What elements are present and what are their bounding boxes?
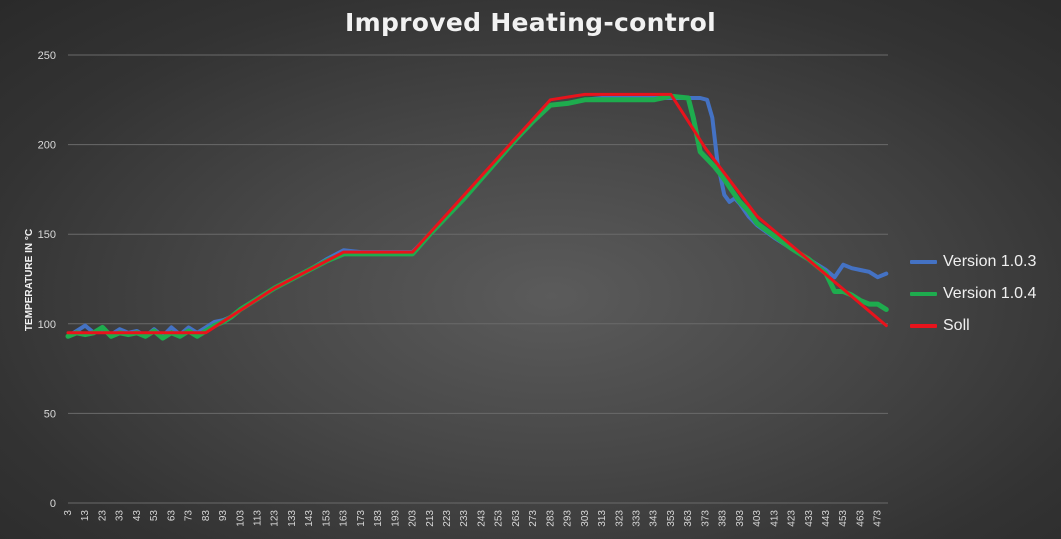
y-tick-label: 150 — [38, 229, 56, 241]
x-tick-label: 203 — [408, 510, 419, 527]
x-tick-label: 133 — [287, 510, 298, 527]
series-line-soll — [66, 92, 888, 335]
x-tick-label: 283 — [545, 510, 556, 527]
x-tick-label: 143 — [304, 510, 315, 527]
legend: Version 1.0.3 Version 1.0.4 Soll — [910, 246, 1036, 342]
x-tick-label: 433 — [804, 510, 815, 527]
legend-swatch — [910, 292, 937, 296]
x-tick-label: 353 — [666, 510, 677, 527]
legend-item-soll: Soll — [910, 310, 1036, 342]
x-tick-label: 43 — [132, 510, 143, 522]
legend-item-version-1-0-4: Version 1.0.4 — [910, 278, 1036, 310]
x-tick-label: 393 — [735, 510, 746, 527]
x-tick-label: 473 — [873, 510, 884, 527]
x-tick-label: 173 — [356, 510, 367, 527]
x-tick-label: 33 — [115, 510, 126, 522]
x-tick-label: 13 — [80, 510, 91, 522]
x-tick-label: 313 — [597, 510, 608, 527]
y-tick-label: 200 — [38, 140, 56, 152]
x-tick-label: 243 — [476, 510, 487, 527]
x-tick-label: 403 — [752, 510, 763, 527]
y-tick-label: 50 — [44, 408, 56, 420]
x-tick-label: 303 — [580, 510, 591, 527]
x-axis-ticks: 3 13 23 33 43 53 63 73 83 93 103 113 123 133 143 153 163… — [63, 510, 884, 527]
x-tick-label: 383 — [718, 510, 729, 527]
x-tick-label: 363 — [683, 510, 694, 527]
x-tick-label: 343 — [649, 510, 660, 527]
x-tick-label: 153 — [321, 510, 332, 527]
x-tick-label: 453 — [838, 510, 849, 527]
y-axis-label: TEMPERATURE IN °C — [24, 229, 35, 331]
x-tick-label: 93 — [218, 510, 229, 522]
legend-label: Version 1.0.3 — [943, 253, 1037, 270]
x-tick-label: 263 — [511, 510, 522, 527]
series-lines — [65, 92, 889, 341]
x-tick-label: 63 — [166, 510, 177, 522]
x-tick-label: 273 — [528, 510, 539, 527]
y-axis-ticks: 0 50 100 150 200 250 — [38, 50, 56, 510]
legend-swatch — [910, 324, 937, 328]
x-tick-label: 253 — [494, 510, 505, 527]
x-tick-label: 123 — [270, 510, 281, 527]
legend-label: Version 1.0.4 — [943, 285, 1037, 302]
y-tick-label: 100 — [38, 319, 56, 331]
x-tick-label: 113 — [252, 510, 263, 526]
x-tick-label: 463 — [855, 510, 866, 527]
x-tick-label: 413 — [769, 510, 780, 527]
x-tick-label: 163 — [339, 510, 350, 527]
x-tick-label: 183 — [373, 510, 384, 527]
x-tick-label: 293 — [563, 510, 574, 527]
y-tick-label: 0 — [50, 498, 56, 510]
gridlines — [68, 54, 888, 504]
series-line-version-1-0-3 — [66, 96, 889, 339]
x-tick-label: 223 — [442, 510, 453, 527]
x-tick-label: 73 — [184, 510, 195, 522]
x-tick-label: 443 — [821, 510, 832, 527]
legend-item-version-1-0-3: Version 1.0.3 — [910, 246, 1036, 278]
chart-title: Improved Heating-control — [345, 8, 716, 37]
x-tick-label: 373 — [700, 510, 711, 527]
x-tick-label: 423 — [787, 510, 798, 527]
legend-label: Soll — [943, 317, 970, 334]
x-tick-label: 3 — [63, 510, 74, 516]
x-tick-label: 213 — [425, 510, 436, 527]
series-line-version-1-0-4 — [65, 93, 889, 341]
x-tick-label: 23 — [97, 510, 108, 522]
x-tick-label: 103 — [235, 510, 246, 527]
y-tick-label: 250 — [38, 50, 56, 62]
x-tick-label: 83 — [201, 510, 212, 522]
x-tick-label: 323 — [614, 510, 625, 527]
x-tick-label: 53 — [149, 510, 160, 522]
legend-swatch — [910, 260, 937, 264]
x-tick-label: 193 — [390, 510, 401, 527]
x-tick-label: 333 — [631, 510, 642, 527]
x-tick-label: 233 — [459, 510, 470, 527]
